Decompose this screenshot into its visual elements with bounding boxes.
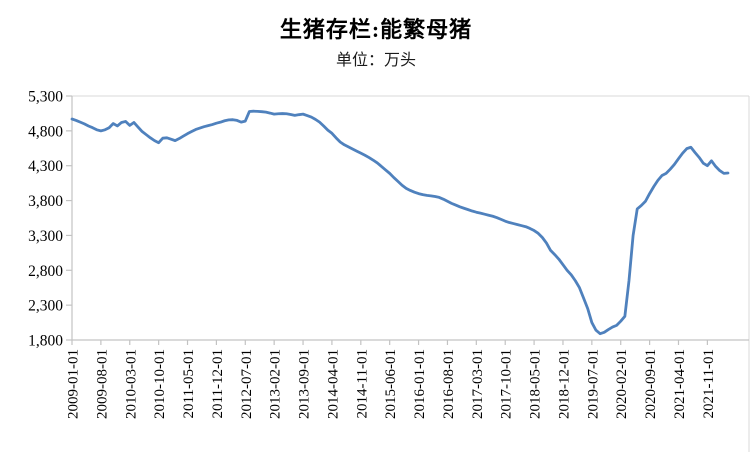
x-axis-label: 2015-06-01 (383, 349, 399, 419)
x-axis-label: 2013-02-01 (268, 349, 284, 419)
y-axis-label: 4,800 (28, 123, 63, 140)
x-axis-label: 2011-05-01 (181, 349, 197, 418)
x-axis-label: 2020-02-01 (614, 349, 630, 419)
x-axis-label: 2013-09-01 (297, 349, 313, 419)
x-axis-label: 2010-10-01 (152, 349, 168, 419)
x-axis-label: 2021-04-01 (672, 349, 688, 419)
y-axis-label: 3,300 (28, 228, 63, 245)
x-axis-label: 2016-08-01 (441, 349, 457, 419)
x-axis-label: 2018-12-01 (556, 349, 572, 419)
x-axis-label: 2019-07-01 (585, 349, 601, 419)
y-axis-label: 2,300 (28, 298, 63, 315)
x-axis-label: 2020-09-01 (643, 349, 659, 419)
x-axis-label: 2012-07-01 (239, 349, 255, 419)
x-axis-label: 2016-01-01 (412, 349, 428, 419)
x-axis-label: 2014-04-01 (325, 349, 341, 419)
x-axis-label: 2021-11-01 (701, 349, 717, 418)
x-axis-label: 2014-11-01 (354, 349, 370, 418)
y-axis-label: 4,300 (28, 158, 63, 175)
y-axis-label: 5,300 (28, 89, 63, 106)
x-axis-label: 2009-01-01 (66, 349, 82, 419)
breeding-sow-inventory-line (70, 109, 730, 336)
x-axis-label: 2017-10-01 (499, 349, 515, 419)
chart-subtitle: 单位：万头 (335, 52, 416, 69)
y-axis-label: 3,800 (28, 193, 63, 210)
x-axis-label: 2018-05-01 (528, 349, 544, 419)
x-axis-label: 2017-03-01 (470, 349, 486, 419)
y-axis-label: 2,800 (28, 263, 63, 280)
x-axis-label: 2010-03-01 (123, 349, 139, 419)
chart-title: 生猪存栏:能繁母猪 (279, 17, 473, 42)
x-axis-label: 2009-08-01 (94, 349, 110, 419)
y-axis-label: 1,800 (28, 333, 63, 350)
x-axis-label: 2011-12-01 (210, 349, 226, 418)
